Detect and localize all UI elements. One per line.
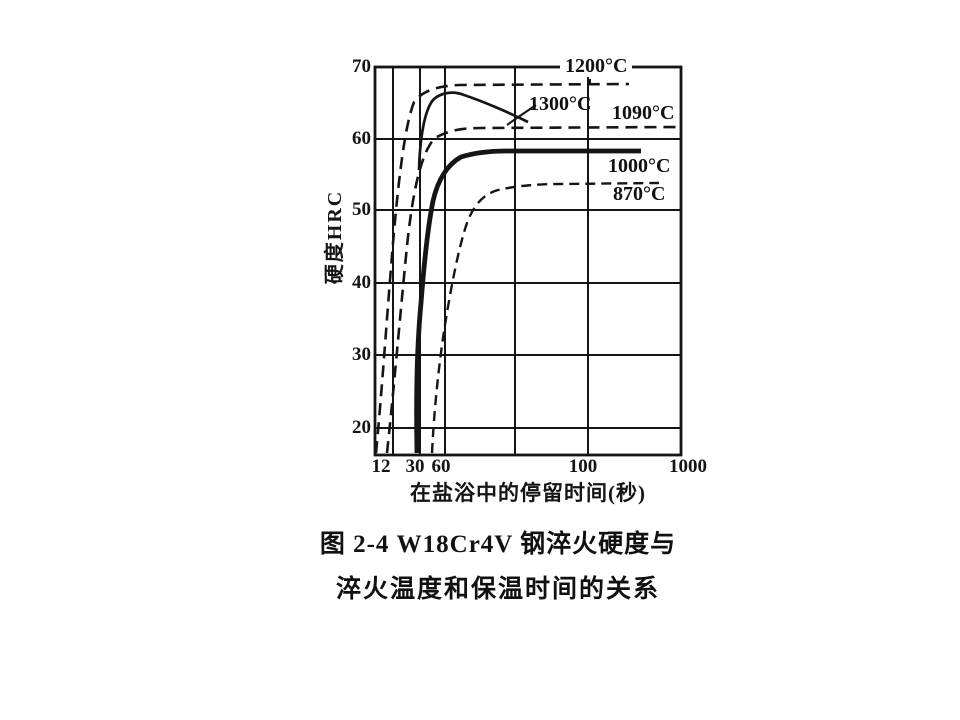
curve-1090c xyxy=(385,125,680,454)
figure-caption-line1: 图 2-4 W18Cr4V 钢淬火硬度与 xyxy=(319,531,677,558)
curve-label-1000c: 1000°C xyxy=(608,155,671,177)
y-tick-30: 30 xyxy=(352,344,371,365)
x-tick-60: 60 xyxy=(431,456,451,477)
y-tick-40: 40 xyxy=(352,272,371,293)
y-axis-title: 硬度HRC xyxy=(324,189,346,285)
y-tick-70: 70 xyxy=(352,56,371,77)
curve-1200c xyxy=(374,82,630,454)
x-tick-12: 12 xyxy=(371,456,391,477)
x-axis-title: 在盐浴中的停留时间(秒) xyxy=(410,481,646,505)
curve-870c xyxy=(430,181,660,454)
curve-label-870c: 870°C xyxy=(613,183,666,205)
curve-label-1200c: 1200°C xyxy=(560,55,633,77)
y-tick-50: 50 xyxy=(352,199,371,220)
curve-label-1090c: 1090°C xyxy=(612,102,675,124)
x-tick-1000: 1000 xyxy=(669,456,707,477)
x-tick-100: 100 xyxy=(568,456,598,477)
y-tick-60: 60 xyxy=(352,128,371,149)
x-tick-30: 30 xyxy=(405,456,425,477)
figure-caption: 图 2-4 W18Cr4V 钢淬火硬度与 淬火温度和保温时间的关系 xyxy=(258,524,738,605)
curve-1000c xyxy=(414,148,641,454)
plot-frame xyxy=(373,65,683,457)
leader-1300c xyxy=(506,104,537,126)
figure-caption-line2: 淬火温度和保温时间的关系 xyxy=(335,576,660,603)
curve-1300c xyxy=(417,91,529,171)
y-tick-20: 20 xyxy=(352,417,371,438)
curve-label-1300c: 1300°C xyxy=(529,93,592,115)
